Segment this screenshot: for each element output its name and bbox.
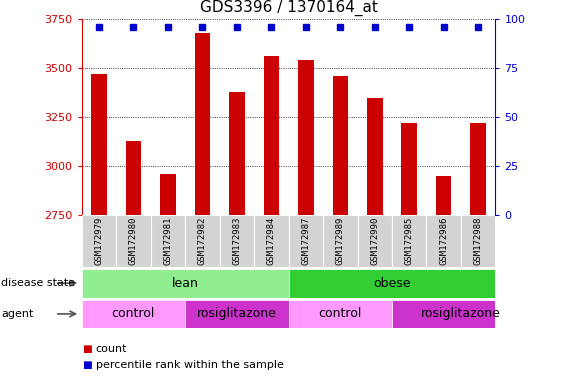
Bar	[160, 174, 176, 384]
Text: GSM172986: GSM172986	[439, 217, 448, 265]
Text: GSM172989: GSM172989	[336, 217, 345, 265]
Text: ■: ■	[82, 360, 91, 370]
Bar	[229, 92, 244, 384]
Bar	[367, 98, 382, 384]
Text: GSM172984: GSM172984	[267, 217, 276, 265]
Bar	[358, 215, 392, 267]
Text: rosiglitazone: rosiglitazone	[197, 308, 277, 320]
Text: GSM172990: GSM172990	[370, 217, 379, 265]
Bar	[289, 300, 392, 328]
Bar	[82, 269, 289, 298]
Text: GSM172981: GSM172981	[163, 217, 172, 265]
Text: rosiglitazone: rosiglitazone	[421, 308, 501, 320]
Bar	[126, 141, 141, 384]
Text: percentile rank within the sample: percentile rank within the sample	[96, 360, 284, 370]
Bar	[82, 300, 185, 328]
Bar	[289, 215, 323, 267]
Text: GSM172982: GSM172982	[198, 217, 207, 265]
Text: disease state: disease state	[1, 278, 75, 288]
Bar	[333, 76, 348, 384]
Bar	[401, 123, 417, 384]
Bar	[220, 215, 254, 267]
Text: GSM172988: GSM172988	[473, 217, 482, 265]
Bar	[289, 269, 495, 298]
Bar	[471, 123, 486, 384]
Text: agent: agent	[1, 309, 34, 319]
Bar	[461, 215, 495, 267]
Text: lean: lean	[172, 277, 199, 290]
Bar	[392, 215, 427, 267]
Bar	[263, 56, 279, 384]
Text: count: count	[96, 344, 127, 354]
Bar	[323, 215, 358, 267]
Text: control: control	[319, 308, 362, 320]
Bar	[427, 215, 461, 267]
Bar	[91, 74, 106, 384]
Text: control: control	[111, 308, 155, 320]
Bar	[392, 300, 495, 328]
Bar	[185, 215, 220, 267]
Bar	[298, 60, 314, 384]
Bar	[151, 215, 185, 267]
Text: GSM172987: GSM172987	[301, 217, 310, 265]
Text: GSM172979: GSM172979	[95, 217, 104, 265]
Bar	[82, 215, 116, 267]
Bar	[185, 300, 288, 328]
Bar	[436, 176, 452, 384]
Bar	[195, 33, 210, 384]
Title: GDS3396 / 1370164_at: GDS3396 / 1370164_at	[200, 0, 377, 17]
Text: ■: ■	[82, 344, 91, 354]
Text: obese: obese	[373, 277, 411, 290]
Text: GSM172983: GSM172983	[233, 217, 242, 265]
Bar	[254, 215, 288, 267]
Text: GSM172980: GSM172980	[129, 217, 138, 265]
Text: GSM172985: GSM172985	[405, 217, 414, 265]
Bar	[116, 215, 150, 267]
